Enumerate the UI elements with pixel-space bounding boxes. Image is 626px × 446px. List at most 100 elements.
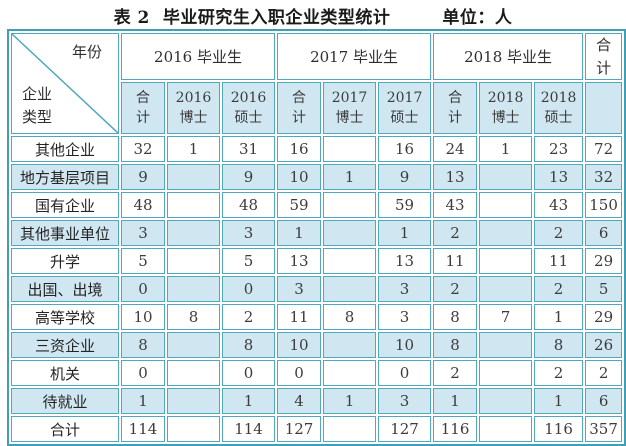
row-label: 国有企业 — [11, 192, 119, 218]
value-cell: 3 — [378, 276, 432, 302]
value-cell: 116 — [534, 416, 584, 442]
subheader-2017-phd: 2017 博士 — [323, 82, 377, 134]
value-cell: 116 — [433, 416, 478, 442]
table-title-text: 毕业研究生入职企业类型统计 — [162, 8, 391, 28]
subheader-2018-master: 2018 硕士 — [534, 82, 584, 134]
table-body: 其他企业 32 1 31 16 16 24 1 23 72 地方基层项目 9 9 10 1 9 13 13 32 国有… — [11, 136, 623, 442]
row-label: 出国、出境 — [11, 276, 119, 302]
grand-total-header: 合 计 — [585, 33, 623, 80]
value-cell: 1 — [167, 136, 220, 162]
row-label: 合计 — [11, 416, 119, 442]
value-cell — [323, 360, 377, 386]
table-row: 三资企业 8 8 10 10 8 8 26 — [11, 332, 623, 358]
value-cell: 29 — [585, 304, 623, 330]
value-cell — [323, 416, 377, 442]
value-cell: 9 — [121, 164, 165, 190]
table-title: 表 2 毕业研究生入职企业类型统计 单位：人 — [0, 0, 626, 29]
value-cell: 1 — [534, 304, 584, 330]
value-cell: 2 — [534, 360, 584, 386]
table-row: 合计 114 114 127 127 116 116 357 — [11, 416, 623, 442]
unit-label: 单位：人 — [442, 8, 513, 28]
value-cell: 114 — [222, 416, 276, 442]
value-cell — [323, 136, 377, 162]
value-cell: 8 — [222, 332, 276, 358]
value-cell: 26 — [585, 332, 623, 358]
value-cell: 0 — [121, 276, 165, 302]
value-cell — [323, 276, 377, 302]
corner-label-enterprise-type: 企业 类型 — [22, 85, 53, 126]
value-cell: 10 — [121, 304, 165, 330]
value-cell: 43 — [433, 192, 478, 218]
value-cell — [167, 332, 220, 358]
group-header-2017: 2017 毕业生 — [277, 33, 432, 80]
value-cell — [479, 220, 533, 246]
value-cell: 2 — [433, 276, 478, 302]
row-label: 地方基层项目 — [11, 164, 119, 190]
value-cell: 16 — [277, 136, 322, 162]
value-cell: 0 — [222, 276, 276, 302]
value-cell: 29 — [585, 248, 623, 274]
value-cell: 1 — [534, 388, 584, 414]
value-cell: 24 — [433, 136, 478, 162]
value-cell: 1 — [121, 388, 165, 414]
value-cell — [479, 416, 533, 442]
diagonal-line — [12, 34, 118, 133]
subheader-2017-total: 合 计 — [277, 82, 322, 134]
statistics-table: 年份 企业 类型 2016 毕业生 2017 毕业生 2018 毕业生 合 计 … — [7, 29, 626, 446]
value-cell: 1 — [323, 164, 377, 190]
subheader-2018-total: 合 计 — [433, 82, 478, 134]
value-cell: 1 — [378, 220, 432, 246]
value-cell: 48 — [222, 192, 276, 218]
value-cell: 1 — [479, 136, 533, 162]
value-cell: 150 — [585, 192, 623, 218]
value-cell — [479, 192, 533, 218]
row-label: 高等学校 — [11, 304, 119, 330]
value-cell: 2 — [222, 304, 276, 330]
value-cell: 59 — [378, 192, 432, 218]
subheader-2017-master: 2017 硕士 — [378, 82, 432, 134]
value-cell: 11 — [277, 304, 322, 330]
value-cell: 0 — [277, 360, 322, 386]
value-cell: 4 — [277, 388, 322, 414]
subheader-2016-phd: 2016 博士 — [167, 82, 220, 134]
value-cell: 9 — [222, 164, 276, 190]
value-cell — [479, 388, 533, 414]
value-cell: 1 — [433, 388, 478, 414]
value-cell: 6 — [585, 220, 623, 246]
value-cell: 0 — [222, 360, 276, 386]
value-cell: 72 — [585, 136, 623, 162]
value-cell — [167, 416, 220, 442]
row-label: 升学 — [11, 248, 119, 274]
value-cell: 2 — [433, 220, 478, 246]
value-cell: 5 — [222, 248, 276, 274]
header-group-row: 年份 企业 类型 2016 毕业生 2017 毕业生 2018 毕业生 合 计 — [11, 33, 623, 134]
value-cell: 8 — [534, 332, 584, 358]
subheader-2018-phd: 2018 博士 — [479, 82, 533, 134]
value-cell: 3 — [277, 276, 322, 302]
value-cell — [167, 276, 220, 302]
value-cell: 8 — [433, 332, 478, 358]
value-cell — [479, 332, 533, 358]
value-cell — [479, 164, 533, 190]
value-cell — [167, 248, 220, 274]
value-cell: 2 — [534, 276, 584, 302]
value-cell: 8 — [323, 304, 377, 330]
table-row: 待就业 1 1 4 1 3 1 1 6 — [11, 388, 623, 414]
value-cell: 2 — [585, 360, 623, 386]
row-label: 三资企业 — [11, 332, 119, 358]
subheader-blank-cell — [585, 82, 623, 134]
table-row: 机关 0 0 0 0 2 2 2 — [11, 360, 623, 386]
value-cell: 3 — [378, 388, 432, 414]
table-row: 地方基层项目 9 9 10 1 9 13 13 32 — [11, 164, 623, 190]
table-row: 其他事业单位 3 3 1 1 2 2 6 — [11, 220, 623, 246]
value-cell: 11 — [433, 248, 478, 274]
value-cell: 23 — [534, 136, 584, 162]
table-row: 国有企业 48 48 59 59 43 43 150 — [11, 192, 623, 218]
value-cell — [167, 360, 220, 386]
value-cell: 10 — [378, 332, 432, 358]
value-cell: 8 — [433, 304, 478, 330]
value-cell: 114 — [121, 416, 165, 442]
row-label: 机关 — [11, 360, 119, 386]
value-cell: 48 — [121, 192, 165, 218]
